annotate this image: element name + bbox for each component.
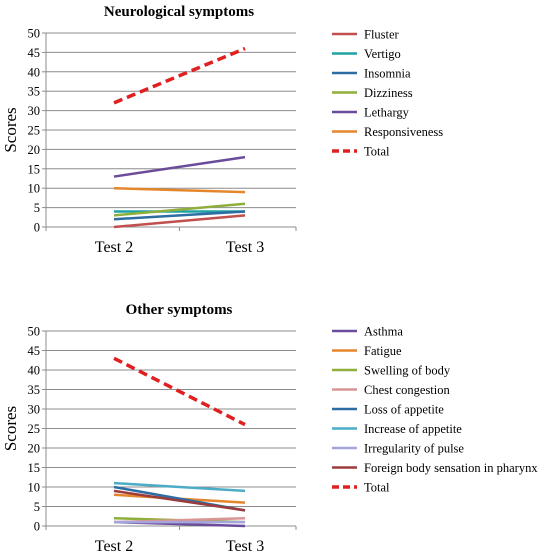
y-tick-label: 20 [28,143,41,157]
legend-label-responsiveness: Responsiveness [364,125,443,139]
y-tick-label: 40 [28,65,41,79]
legend-label-insomnia: Insomnia [364,67,411,81]
y-tick-label: 0 [34,520,40,534]
legend-label-loss-of-appetite: Loss of appetite [364,403,444,417]
y-tick-label: 45 [28,46,41,60]
y-tick-label: 50 [28,325,41,339]
legend-label-foreign-body-sensation-in-pharynx: Foreign body sensation in pharynx [364,461,538,475]
y-tick-label: 30 [28,104,41,118]
legend-label-vertigo: Vertigo [364,47,401,61]
legend-label-fatigue: Fatigue [364,344,402,358]
chart-title: Neurological symptoms [104,4,254,20]
y-tick-label: 30 [28,403,41,417]
y-tick-label: 0 [34,221,40,235]
y-tick-label: 20 [28,442,41,456]
legend-label-irregularity-of-pulse: Irregularity of pulse [364,442,464,456]
legend-label-asthma: Asthma [364,325,403,339]
legend-label-fluster: Fluster [364,28,400,42]
series-line-foreign-body-sensation-in-pharynx [113,489,246,512]
series-line-increase-of-appetite [113,481,246,493]
y-axis-label: Scores [1,406,20,451]
series-line-total [113,356,246,427]
series-line-fluster [113,214,246,229]
legend-label-total: Total [364,481,390,495]
y-tick-label: 35 [28,383,41,397]
x-tick-label: Test 3 [226,239,264,256]
neurological-symptoms-chart: Neurological symptoms 0 5 10 15 20 25 30 35 40 45 5… [1,4,443,256]
y-axis-label: Scores [1,107,20,152]
legend-label-dizziness: Dizziness [364,86,413,100]
series-line-dizziness [113,202,246,217]
y-tick-label: 45 [28,344,41,358]
other-symptoms-chart: Other symptoms 0 5 10 15 20 25 30 35 40 45 50 Test 2… [1,302,538,555]
y-tick-label: 5 [34,201,40,215]
y-tick-label: 50 [28,27,41,41]
series-line-total [113,46,246,105]
y-tick-label: 15 [28,461,41,475]
x-tick-label: Test 2 [95,538,133,555]
legend-label-swelling-of-body: Swelling of body [364,364,451,378]
y-tick-label: 25 [28,422,41,436]
y-tick-label: 15 [28,162,41,176]
legend-label-total: Total [364,145,390,159]
series-line-lethargy [113,155,246,178]
y-tick-label: 10 [28,481,41,495]
legend-label-chest-congestion: Chest congestion [364,383,451,397]
series-line-responsiveness [113,186,246,194]
y-tick-label: 35 [28,85,41,99]
y-tick-label: 25 [28,124,41,138]
y-tick-label: 40 [28,364,41,378]
legend-label-lethargy: Lethargy [364,106,410,120]
chart-title: Other symptoms [126,302,233,318]
series-line-insomnia [113,210,246,221]
x-tick-label: Test 2 [95,239,133,256]
y-tick-label: 10 [28,182,41,196]
y-tick-label: 5 [34,500,40,514]
x-tick-label: Test 3 [226,538,264,555]
legend-label-increase-of-appetite: Increase of appetite [364,422,462,436]
